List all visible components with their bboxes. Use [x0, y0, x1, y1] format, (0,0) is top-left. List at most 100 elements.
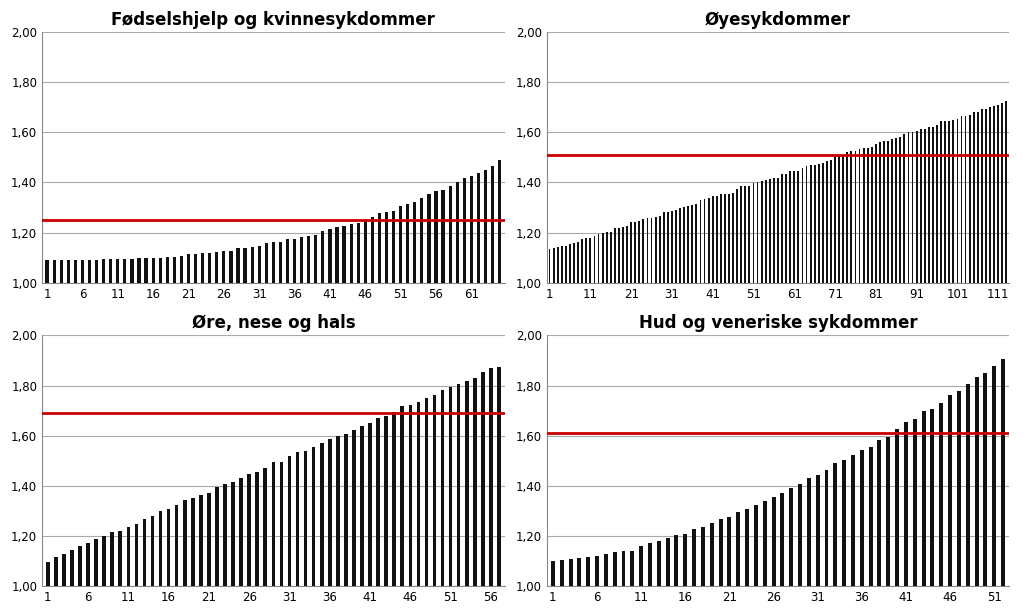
Bar: [400, 407, 404, 586]
Bar: [674, 535, 678, 586]
Bar: [859, 450, 863, 586]
Bar: [708, 198, 710, 283]
Bar: [798, 483, 802, 586]
Bar: [773, 178, 774, 283]
Bar: [236, 248, 239, 283]
Bar: [360, 426, 364, 586]
Bar: [647, 218, 649, 283]
Bar: [879, 142, 881, 283]
Bar: [781, 493, 785, 586]
Bar: [256, 472, 259, 586]
Bar: [54, 557, 57, 586]
Bar: [679, 208, 681, 283]
Bar: [630, 550, 634, 586]
Bar: [671, 211, 673, 283]
Bar: [385, 416, 388, 586]
Bar: [895, 138, 897, 283]
Bar: [279, 242, 282, 283]
Bar: [370, 217, 374, 283]
Bar: [94, 539, 98, 586]
Bar: [732, 192, 735, 283]
Bar: [618, 228, 620, 283]
Bar: [754, 505, 758, 586]
Title: Øyesykdommer: Øyesykdommer: [705, 11, 851, 29]
Bar: [222, 251, 225, 283]
Bar: [46, 561, 49, 586]
Bar: [151, 258, 154, 283]
Bar: [851, 455, 855, 586]
Bar: [248, 474, 251, 586]
Bar: [173, 257, 176, 283]
Bar: [924, 129, 926, 283]
Title: Fødselshjelp og kvinnesykdommer: Fødselshjelp og kvinnesykdommer: [112, 11, 436, 29]
Bar: [936, 125, 938, 283]
Bar: [110, 532, 114, 586]
Bar: [948, 395, 952, 586]
Bar: [109, 260, 113, 283]
Bar: [838, 156, 840, 283]
Bar: [593, 236, 595, 283]
Bar: [834, 463, 837, 586]
Bar: [826, 161, 828, 283]
Bar: [763, 501, 766, 586]
Bar: [655, 216, 657, 283]
Bar: [957, 391, 961, 586]
Bar: [102, 536, 106, 586]
Bar: [420, 198, 424, 283]
Bar: [595, 556, 599, 586]
Bar: [741, 186, 742, 283]
Bar: [229, 250, 232, 283]
Bar: [187, 254, 190, 283]
Bar: [413, 202, 416, 283]
Bar: [886, 437, 890, 586]
Bar: [569, 244, 571, 283]
Bar: [62, 554, 65, 586]
Bar: [718, 519, 722, 586]
Bar: [842, 460, 846, 586]
Bar: [408, 405, 412, 586]
Bar: [813, 165, 815, 283]
Bar: [45, 260, 49, 283]
Bar: [435, 191, 438, 283]
Bar: [59, 260, 62, 283]
Bar: [66, 260, 70, 283]
Bar: [484, 170, 487, 283]
Bar: [969, 115, 971, 283]
Bar: [551, 561, 554, 586]
Bar: [659, 216, 661, 283]
Bar: [745, 509, 749, 586]
Bar: [78, 546, 82, 586]
Bar: [561, 246, 563, 283]
Bar: [271, 462, 275, 586]
Bar: [215, 252, 218, 283]
Bar: [470, 177, 473, 283]
Bar: [142, 519, 146, 586]
Bar: [207, 493, 211, 586]
Bar: [798, 171, 799, 283]
Bar: [997, 105, 999, 283]
Bar: [130, 258, 134, 283]
Bar: [948, 121, 950, 283]
Bar: [993, 106, 995, 283]
Bar: [264, 467, 267, 586]
Bar: [565, 245, 567, 283]
Bar: [604, 554, 608, 586]
Bar: [794, 171, 795, 283]
Bar: [602, 233, 604, 283]
Bar: [385, 212, 388, 283]
Bar: [376, 418, 380, 586]
Bar: [622, 551, 625, 586]
Bar: [666, 538, 670, 586]
Bar: [442, 190, 445, 283]
Bar: [102, 260, 105, 283]
Bar: [194, 254, 197, 283]
Bar: [966, 384, 970, 586]
Bar: [577, 558, 581, 586]
Bar: [314, 234, 317, 283]
Bar: [975, 377, 979, 586]
Bar: [1002, 359, 1005, 586]
Bar: [175, 506, 178, 586]
Bar: [119, 531, 122, 586]
Bar: [638, 221, 640, 283]
Bar: [343, 226, 346, 283]
